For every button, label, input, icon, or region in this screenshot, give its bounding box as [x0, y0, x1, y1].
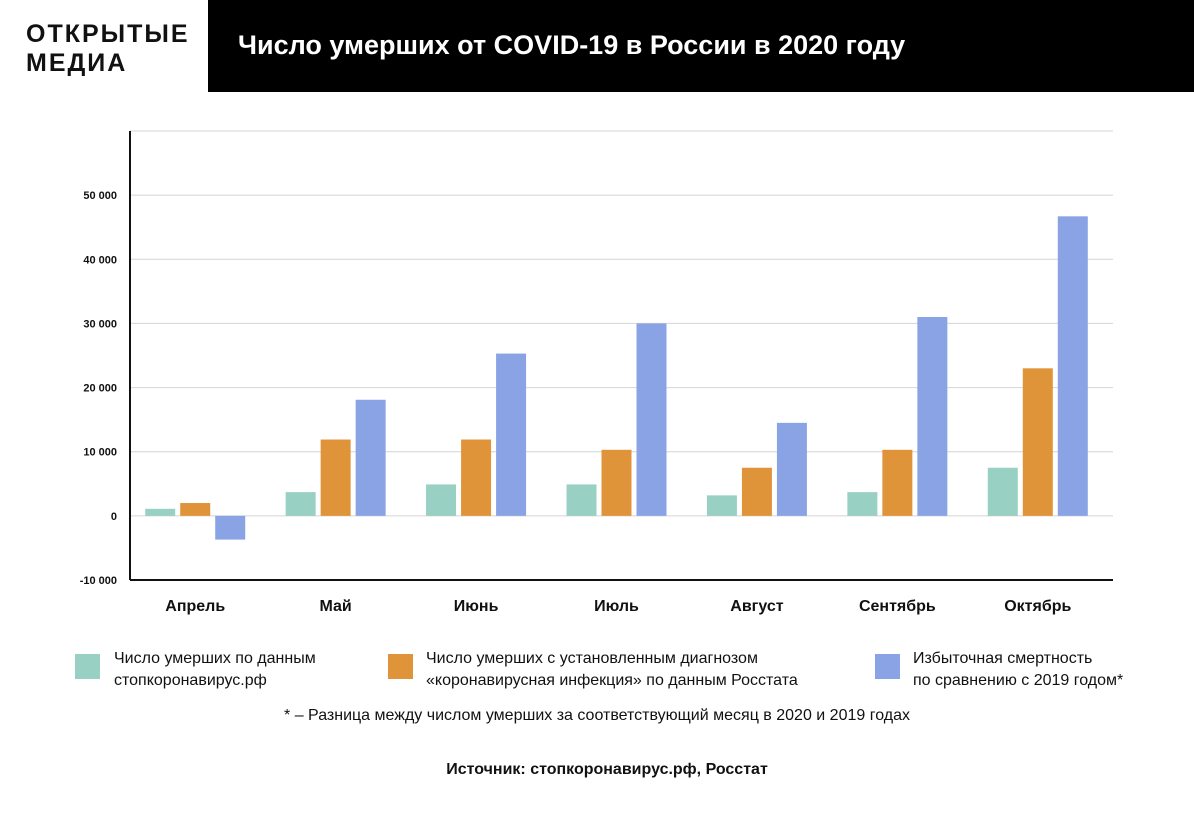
x-tick-label: Апрель [165, 598, 225, 615]
bar [917, 317, 948, 516]
bar [180, 503, 211, 516]
footnote: * – Разница между числом умерших за соот… [284, 707, 910, 724]
x-tick-label: Сентябрь [859, 598, 936, 615]
x-tick-label: Июнь [454, 598, 499, 615]
bar [496, 353, 527, 516]
bar [776, 422, 807, 516]
x-tick-label: Октябрь [1004, 598, 1071, 615]
bar [741, 467, 772, 516]
y-tick-label: 30 000 [83, 318, 117, 330]
bar [636, 323, 667, 516]
legend-label-line: Число умерших с установленным диагнозом [426, 650, 758, 667]
legend-swatch [388, 654, 413, 679]
bar [706, 495, 737, 516]
bar [355, 399, 386, 516]
bar [566, 484, 597, 516]
y-tick-label: 40 000 [83, 254, 117, 266]
bar [145, 508, 176, 516]
y-tick-label: 50 000 [83, 190, 117, 202]
logo-line-1: ОТКРЫТЫЕ [26, 20, 190, 48]
bar [1057, 216, 1088, 516]
chart-title: Число умерших от COVID-19 в России в 202… [238, 30, 906, 60]
bar [847, 492, 878, 516]
legend-label: Число умерших по данным стопкоронавирус.… [114, 648, 316, 692]
legend-label-line: «коронавирусная инфекция» по данным Росс… [426, 672, 798, 689]
x-tick-label: Май [320, 598, 352, 615]
bar [987, 467, 1018, 516]
legend-label: Избыточная смертность по сравнению с 201… [913, 648, 1123, 692]
bar [1022, 368, 1053, 516]
source-note: Источник: стопкоронавирус.рф, Росстат [446, 761, 768, 778]
bar [285, 492, 316, 516]
bar-chart: -10 000 0 10 000 20 000 30 000 40 000 50 000 Ап… [80, 130, 1113, 615]
y-tick-label: 0 [111, 511, 117, 523]
x-tick-label: Август [730, 598, 783, 615]
legend-label: Число умерших с установленным диагнозом … [426, 648, 798, 692]
bar [320, 439, 351, 516]
legend-swatch [75, 654, 100, 679]
legend-label-line: Избыточная смертность [913, 650, 1093, 667]
legend-label-line: Число умерших по данным [114, 650, 316, 667]
legend-label-line: стопкоронавирус.рф [114, 672, 267, 689]
bar [601, 449, 632, 516]
bar [882, 449, 913, 516]
y-tick-label: -10 000 [80, 575, 117, 587]
legend-label-line: по сравнению с 2019 годом* [913, 672, 1124, 689]
logo: ОТКРЫТЫЕ МЕДИА [26, 20, 190, 78]
x-tick-label: Июль [594, 598, 639, 615]
y-tick-label: 20 000 [83, 383, 117, 395]
bar [215, 515, 246, 540]
logo-line-2: МЕДИА [26, 49, 128, 77]
bar [426, 484, 457, 516]
title-bar: Число умерших от COVID-19 в России в 202… [208, 0, 1194, 92]
y-tick-label: 10 000 [83, 447, 117, 459]
legend-swatch [875, 654, 900, 679]
bar [461, 439, 492, 516]
